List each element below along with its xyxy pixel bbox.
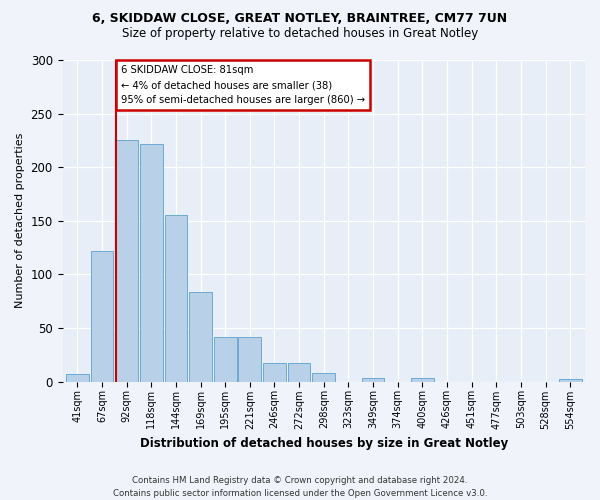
Bar (559, 380, 581, 382)
Bar (91, 251, 113, 382)
Text: 6, SKIDDAW CLOSE, GREAT NOTLEY, BRAINTREE, CM77 7UN: 6, SKIDDAW CLOSE, GREAT NOTLEY, BRAINTRE… (92, 12, 508, 26)
Bar (140, 144, 163, 382)
Bar (66, 374, 89, 382)
Bar (362, 378, 385, 382)
Text: 6 SKIDDAW CLOSE: 81sqm
← 4% of detached houses are smaller (38)
95% of semi-deta: 6 SKIDDAW CLOSE: 81sqm ← 4% of detached … (121, 66, 365, 105)
Bar (164, 216, 187, 382)
Bar (263, 364, 286, 382)
Y-axis label: Number of detached properties: Number of detached properties (15, 133, 25, 308)
Bar (288, 364, 310, 382)
Bar (313, 373, 335, 382)
X-axis label: Distribution of detached houses by size in Great Notley: Distribution of detached houses by size … (140, 437, 508, 450)
Bar (238, 336, 261, 382)
Bar (214, 336, 236, 382)
Bar (115, 140, 138, 382)
Bar (411, 378, 434, 382)
Bar (189, 292, 212, 382)
Text: Contains HM Land Registry data © Crown copyright and database right 2024.
Contai: Contains HM Land Registry data © Crown c… (113, 476, 487, 498)
Text: Size of property relative to detached houses in Great Notley: Size of property relative to detached ho… (122, 28, 478, 40)
